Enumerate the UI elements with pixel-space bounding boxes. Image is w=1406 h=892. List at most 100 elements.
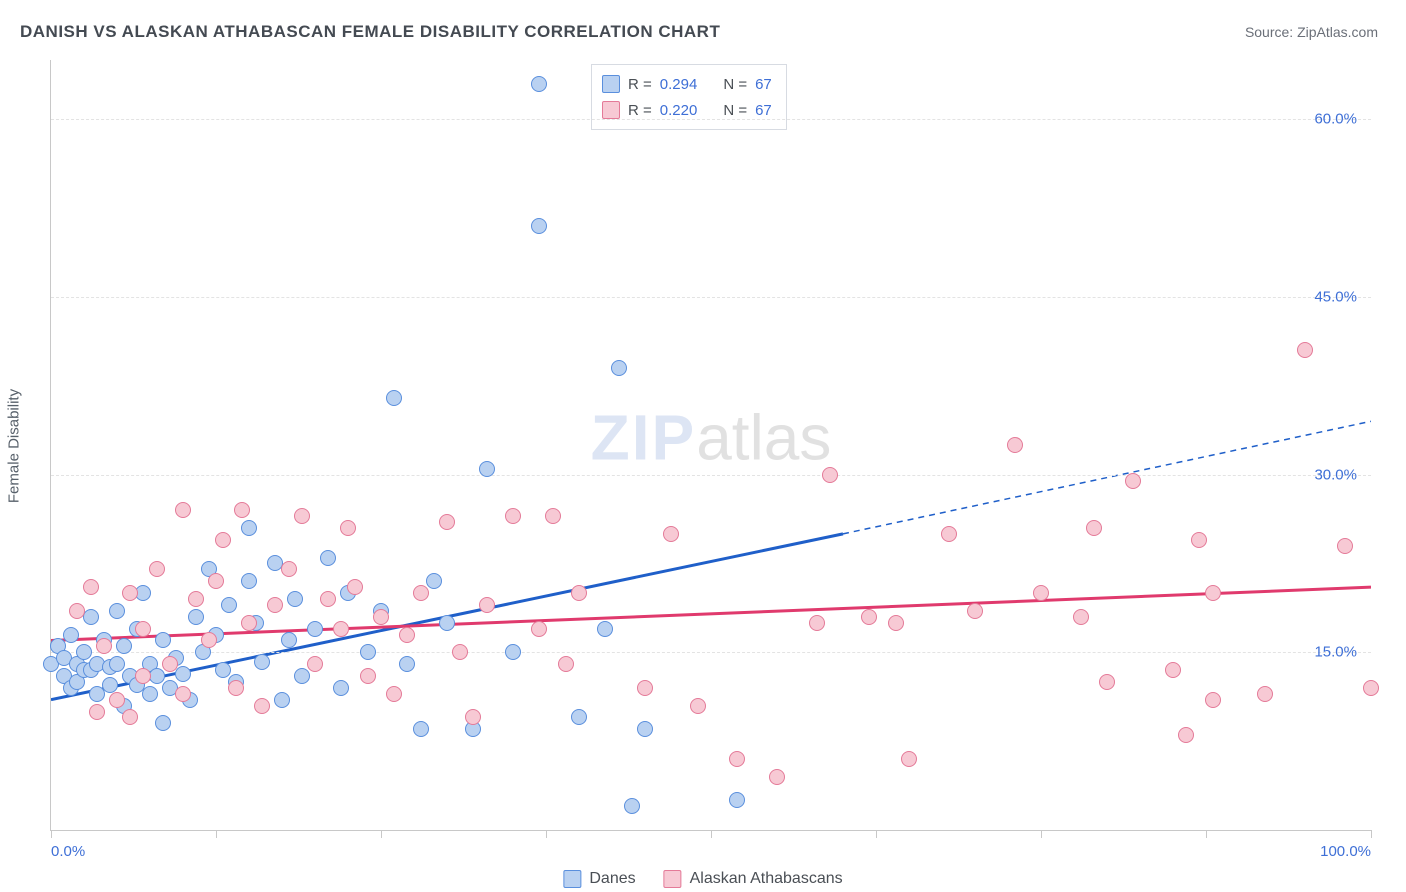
x-tick	[216, 830, 217, 838]
data-point	[274, 692, 290, 708]
data-point	[221, 597, 237, 613]
data-point	[360, 668, 376, 684]
data-point	[822, 467, 838, 483]
data-point	[1205, 692, 1221, 708]
legend-swatch	[563, 870, 581, 888]
r-label: R =	[628, 102, 652, 119]
data-point	[333, 680, 349, 696]
data-point	[888, 615, 904, 631]
data-point	[505, 508, 521, 524]
data-point	[155, 632, 171, 648]
data-point	[1178, 727, 1194, 743]
legend-item: Danes	[563, 870, 635, 888]
legend-swatch	[602, 75, 620, 93]
data-point	[175, 502, 191, 518]
r-label: R =	[628, 76, 652, 93]
n-value: 67	[755, 76, 772, 93]
data-point	[1191, 532, 1207, 548]
watermark: ZIPatlas	[591, 401, 832, 475]
data-point	[135, 668, 151, 684]
data-point	[1033, 585, 1049, 601]
series-legend: Danes Alaskan Athabascans	[563, 870, 842, 888]
legend-swatch	[602, 101, 620, 119]
data-point	[1363, 680, 1379, 696]
x-tick	[876, 830, 877, 838]
data-point	[809, 615, 825, 631]
data-point	[399, 656, 415, 672]
data-point	[307, 621, 323, 637]
data-point	[373, 609, 389, 625]
data-point	[162, 656, 178, 672]
data-point	[267, 597, 283, 613]
x-tick	[1041, 830, 1042, 838]
data-point	[637, 721, 653, 737]
data-point	[505, 644, 521, 660]
data-point	[558, 656, 574, 672]
x-tick	[51, 830, 52, 838]
data-point	[281, 561, 297, 577]
data-point	[624, 798, 640, 814]
data-point	[122, 709, 138, 725]
legend-swatch	[664, 870, 682, 888]
data-point	[531, 621, 547, 637]
data-point	[347, 579, 363, 595]
x-tick	[1206, 830, 1207, 838]
data-point	[135, 621, 151, 637]
data-point	[241, 573, 257, 589]
data-point	[479, 597, 495, 613]
data-point	[109, 603, 125, 619]
data-point	[241, 615, 257, 631]
x-tick	[381, 830, 382, 838]
data-point	[1257, 686, 1273, 702]
legend-label: Danes	[589, 870, 635, 888]
source-link[interactable]: ZipAtlas.com	[1297, 24, 1378, 40]
data-point	[1073, 609, 1089, 625]
data-point	[1125, 473, 1141, 489]
data-point	[83, 579, 99, 595]
data-point	[149, 561, 165, 577]
data-point	[228, 680, 244, 696]
data-point	[1205, 585, 1221, 601]
data-point	[1165, 662, 1181, 678]
legend-label: Alaskan Athabascans	[690, 870, 843, 888]
data-point	[76, 644, 92, 660]
source-prefix: Source:	[1245, 24, 1297, 40]
data-point	[386, 686, 402, 702]
data-point	[63, 627, 79, 643]
data-point	[439, 514, 455, 530]
chart-title: DANISH VS ALASKAN ATHABASCAN FEMALE DISA…	[20, 22, 720, 42]
y-tick-label: 60.0%	[1314, 111, 1357, 128]
data-point	[96, 638, 112, 654]
data-point	[116, 638, 132, 654]
data-point	[571, 585, 587, 601]
data-point	[241, 520, 257, 536]
regression-lines-layer	[51, 60, 1371, 830]
data-point	[1297, 342, 1313, 358]
x-tick	[711, 830, 712, 838]
x-min-label: 0.0%	[51, 843, 85, 860]
data-point	[663, 526, 679, 542]
data-point	[89, 704, 105, 720]
x-max-label: 100.0%	[1320, 843, 1371, 860]
data-point	[294, 668, 310, 684]
grid-line	[51, 652, 1371, 653]
data-point	[340, 520, 356, 536]
data-point	[967, 603, 983, 619]
data-point	[479, 461, 495, 477]
source-attribution: Source: ZipAtlas.com	[1245, 24, 1378, 40]
data-point	[690, 698, 706, 714]
data-point	[281, 632, 297, 648]
data-point	[215, 532, 231, 548]
regression-line-extrapolated	[843, 421, 1371, 534]
data-point	[294, 508, 310, 524]
data-point	[287, 591, 303, 607]
data-point	[531, 76, 547, 92]
data-point	[1099, 674, 1115, 690]
data-point	[399, 627, 415, 643]
data-point	[729, 751, 745, 767]
y-axis-label: Female Disability	[6, 389, 23, 503]
n-label: N =	[723, 102, 747, 119]
data-point	[452, 644, 468, 660]
data-point	[413, 721, 429, 737]
data-point	[175, 666, 191, 682]
